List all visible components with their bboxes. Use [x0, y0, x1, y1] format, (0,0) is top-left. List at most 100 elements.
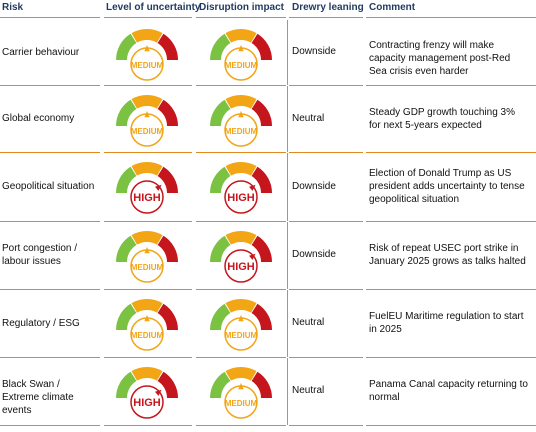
uncertainty-gauge: MEDIUM: [114, 294, 180, 352]
gauge-band-green: [210, 33, 231, 60]
risk-label: Global economy: [2, 113, 75, 124]
gauge-band-green: [116, 303, 137, 330]
header-underline: [289, 17, 363, 18]
uncertainty-gauge: HIGH: [114, 362, 180, 420]
gauge-dial: [224, 249, 258, 283]
leaning-label: Neutral: [292, 317, 325, 328]
gauge-needle: [238, 45, 244, 52]
gauge-band-red: [157, 371, 178, 398]
disruption-gauge: HIGH: [208, 226, 274, 284]
gauge-band-red: [251, 99, 272, 126]
gauge-needle: [238, 315, 244, 322]
gauge-band-green: [210, 303, 231, 330]
row-divider: [289, 357, 363, 358]
gauge-meter: HIGH: [210, 162, 272, 214]
risk-label: Geopolitical situation: [2, 181, 95, 192]
gauge-needle: [249, 253, 256, 260]
gauge-band-amber: [131, 162, 163, 176]
gauge-level-label: HIGH: [133, 192, 161, 204]
gauge-band-amber: [131, 231, 163, 245]
row-divider: [366, 289, 536, 290]
gauge-meter: HIGH: [116, 162, 178, 214]
row-divider: [104, 425, 192, 426]
comment-text: Panama Canal capacity returning to norma…: [369, 379, 528, 403]
gauge-band-red: [157, 303, 178, 330]
gauge-level-label: MEDIUM: [225, 331, 258, 340]
column-divider: [287, 222, 288, 289]
row-divider: [196, 357, 286, 358]
header-uncertainty: Level of uncertainty: [106, 2, 201, 13]
row-divider: [104, 85, 192, 86]
comment-text: Contracting frenzy will make capacity ma…: [369, 40, 511, 77]
header-underline: [366, 17, 536, 18]
gauge-level-label: MEDIUM: [131, 331, 164, 340]
disruption-gauge: MEDIUM: [208, 90, 274, 148]
uncertainty-gauge: MEDIUM: [114, 24, 180, 82]
gauge-band-amber: [131, 95, 163, 109]
gauge-band-green: [116, 371, 137, 398]
gauge-dial: [224, 180, 258, 214]
comment-text: Risk of repeat USEC port strike in Janua…: [369, 243, 526, 267]
leaning-label: Downside: [292, 180, 336, 192]
table-row: Geopolitical situation HIGH HIGH Downside El…: [0, 153, 536, 222]
leaning-label: Neutral: [292, 385, 325, 396]
row-divider: [0, 289, 100, 290]
gauge-level-label: MEDIUM: [131, 263, 164, 272]
row-divider: [0, 425, 100, 426]
row-divider: [366, 152, 536, 153]
gauge-needle: [249, 184, 256, 191]
gauge-meter: MEDIUM: [116, 95, 178, 147]
gauge-band-green: [210, 166, 231, 193]
row-divider: [289, 289, 363, 290]
row-divider: [0, 221, 100, 222]
gauge-meter: MEDIUM: [210, 95, 272, 147]
row-divider: [0, 357, 100, 358]
gauge-needle: [238, 383, 244, 390]
gauge-meter: MEDIUM: [116, 28, 178, 81]
column-divider: [287, 153, 288, 221]
header-underline: [104, 17, 192, 18]
row-divider: [289, 85, 363, 86]
row-divider: [289, 152, 363, 153]
leaning-label: Downside: [292, 249, 336, 260]
header-underline: [196, 17, 286, 18]
gauge-meter: MEDIUM: [210, 299, 272, 351]
gauge-band-red: [251, 166, 272, 193]
gauge-band-red: [251, 33, 272, 60]
gauge-band-red: [157, 166, 178, 193]
row-divider: [196, 289, 286, 290]
column-divider: [287, 290, 288, 357]
table-header: Risk Level of uncertainty Disruption imp…: [0, 0, 536, 20]
risk-label: Black Swan / Extreme climate events: [2, 379, 74, 416]
column-divider: [287, 86, 288, 152]
gauge-band-amber: [131, 28, 163, 43]
gauge-needle: [144, 315, 150, 322]
gauge-needle: [238, 111, 244, 118]
gauge-band-green: [210, 235, 231, 262]
gauge-band-red: [157, 99, 178, 126]
gauge-band-amber: [225, 162, 257, 176]
gauge-meter: MEDIUM: [210, 367, 272, 419]
risk-label: Carrier behaviour: [2, 46, 80, 58]
gauge-band-amber: [225, 299, 257, 313]
gauge-level-label: MEDIUM: [225, 399, 258, 408]
header-disruption: Disruption impact: [199, 2, 285, 13]
disruption-gauge: HIGH: [208, 157, 274, 215]
gauge-band-amber: [225, 367, 257, 381]
row-divider: [0, 85, 100, 86]
gauge-meter: HIGH: [210, 231, 272, 283]
row-divider: [366, 357, 536, 358]
gauge-band-amber: [131, 299, 163, 313]
gauge-band-green: [116, 235, 137, 262]
gauge-needle: [144, 247, 150, 254]
leaning-label: Neutral: [292, 112, 325, 124]
row-divider: [104, 357, 192, 358]
gauge-dial: [130, 385, 164, 419]
risk-label: Regulatory / ESG: [2, 317, 80, 329]
gauge-band-green: [116, 166, 137, 193]
header-underline: [0, 17, 100, 18]
gauge-needle: [155, 184, 162, 191]
gauge-level-label: MEDIUM: [131, 127, 164, 136]
header-leaning: Drewry leaning: [292, 2, 364, 13]
gauge-level-label: HIGH: [227, 261, 255, 273]
